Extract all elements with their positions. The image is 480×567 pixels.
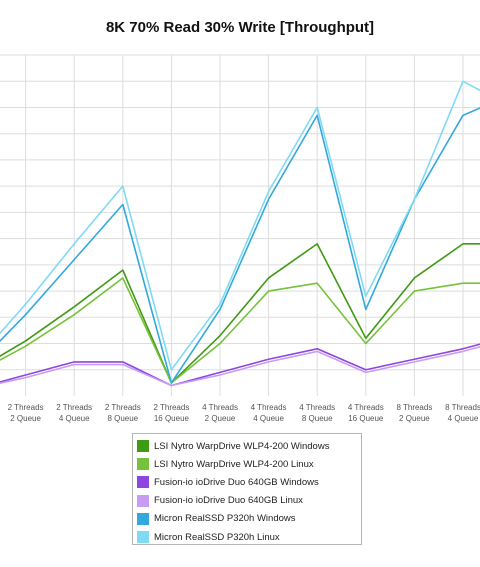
legend-item: LSI Nytro WarpDrive WLP4-200 Windows — [137, 437, 361, 455]
grid — [0, 54, 480, 396]
x-tick-label: 2 Threads — [56, 403, 92, 412]
x-tick-label: 16 Queue — [348, 414, 384, 423]
x-tick-label: 4 Threads — [348, 403, 384, 412]
x-tick-label: 8 Queue — [107, 414, 138, 423]
x-tick-label: 16 Queue — [154, 414, 190, 423]
x-tick-label: 2 Threads — [153, 403, 189, 412]
series-line-3 — [0, 345, 480, 387]
series-line-1 — [0, 277, 480, 384]
legend-swatch — [137, 458, 149, 471]
x-tick-label: 2 Queue — [399, 414, 430, 423]
x-tick-label: 2 Threads — [105, 403, 141, 412]
x-tick-label: 8 Queue — [302, 414, 333, 423]
legend: LSI Nytro WarpDrive WLP4-200 Windows LSI … — [132, 433, 362, 545]
legend-swatch — [137, 512, 149, 525]
x-tick-label: 4 Queue — [59, 414, 90, 423]
series-line-5 — [0, 80, 480, 371]
x-tick-label: 4 Threads — [202, 403, 238, 412]
x-tick-label: 4 Queue — [253, 414, 284, 423]
chart-title: 8K 70% Read 30% Write [Throughput] — [105, 19, 375, 36]
legend-label: Fusion-io ioDrive Duo 640GB Linux — [154, 495, 303, 507]
x-tick-label: 8 Threads — [445, 403, 480, 412]
x-tick-label: 2 Queue — [10, 414, 41, 423]
legend-swatch — [137, 440, 149, 453]
legend-item: LSI Nytro WarpDrive WLP4-200 Linux — [137, 455, 361, 473]
legend-label: Micron RealSSD P320h Linux — [154, 531, 280, 543]
x-tick-label: 4 Threads — [251, 403, 287, 412]
legend-item: Micron RealSSD P320h Linux — [137, 528, 361, 546]
series-line-4 — [0, 107, 480, 384]
legend-item: Fusion-io ioDrive Duo 640GB Linux — [137, 492, 361, 510]
series-lines — [0, 80, 480, 387]
series-line-0 — [0, 243, 480, 384]
series-line-2 — [0, 343, 480, 387]
legend-swatch — [137, 531, 149, 544]
legend-label: Fusion-io ioDrive Duo 640GB Windows — [154, 476, 319, 488]
x-tick-label: 2 Queue — [205, 414, 236, 423]
x-tick-label: 8 Threads — [396, 403, 432, 412]
x-tick-label: 2 Threads — [8, 403, 44, 412]
legend-swatch — [137, 494, 149, 507]
x-tick-label: 4 Queue — [448, 414, 479, 423]
legend-item: Micron RealSSD P320h Windows — [137, 510, 361, 528]
legend-label: Micron RealSSD P320h Windows — [154, 513, 296, 525]
legend-label: LSI Nytro WarpDrive WLP4-200 Linux — [154, 458, 314, 470]
legend-swatch — [137, 476, 149, 489]
legend-label: LSI Nytro WarpDrive WLP4-200 Windows — [154, 440, 330, 452]
x-tick-label: 4 Threads — [299, 403, 335, 412]
legend-item: Fusion-io ioDrive Duo 640GB Windows — [137, 473, 361, 491]
